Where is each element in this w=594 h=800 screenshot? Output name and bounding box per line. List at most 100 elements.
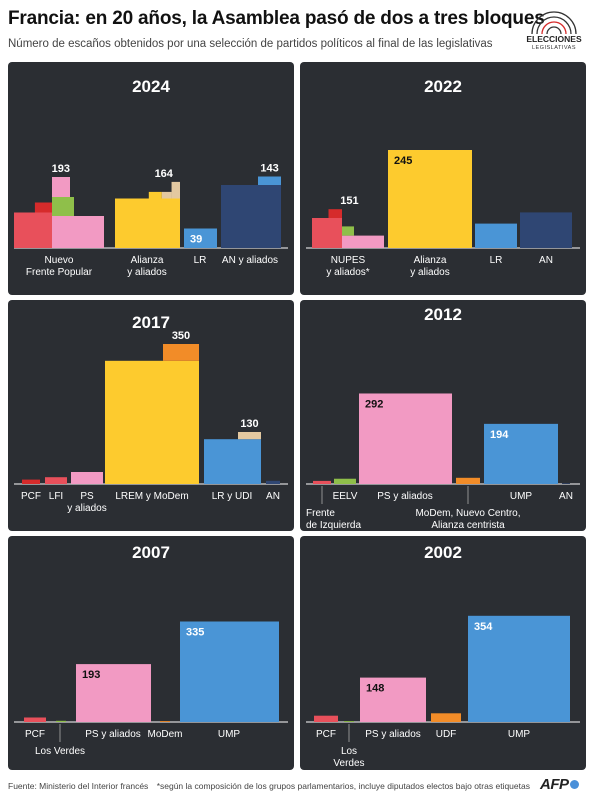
bar-segment: [161, 191, 172, 199]
bar-segment: [312, 218, 342, 248]
category-label: UMP: [508, 729, 531, 740]
category-label: PCF: [316, 729, 336, 740]
chart-title: 2012: [424, 305, 462, 324]
bar-segment: [360, 677, 426, 722]
chart-title: 2002: [424, 543, 462, 562]
bar-segment: [52, 177, 70, 197]
panel-2012: 2012 Frente de Izquierda EELV 292 PS y aliado…: [300, 300, 586, 531]
bar-segment: [314, 715, 338, 722]
category-label: y aliados: [67, 503, 106, 514]
bar-segment: [468, 615, 570, 722]
bar-value-label: 148: [366, 683, 384, 695]
bar-segment: [238, 432, 261, 440]
bar-value-label: 193: [82, 669, 100, 681]
category-label: Alianza: [414, 255, 447, 266]
bar-segment: [163, 344, 199, 361]
bar-segment: [34, 202, 52, 213]
bar-value-label: 335: [186, 627, 204, 639]
category-label: PS: [80, 491, 94, 502]
afp-dot-icon: [569, 780, 579, 789]
elecciones-logo: ELECCIONES LEGISLATIVAS: [518, 8, 590, 52]
bar-segment: [359, 393, 452, 484]
bar-value-label: 350: [172, 330, 190, 342]
category-label: Los: [341, 746, 357, 757]
page-subtitle: Número de escaños obtenidos por una sele…: [8, 38, 493, 50]
category-label: LR: [194, 255, 207, 266]
bar-value-label: 194: [490, 429, 509, 441]
bar-segment: [105, 360, 199, 484]
bar-segment: [431, 713, 461, 722]
bar-segment: [484, 423, 558, 484]
category-label: AN: [266, 491, 280, 502]
bar-segment: [204, 439, 261, 484]
bar-segment: [266, 480, 280, 484]
bar-segment: [148, 191, 162, 199]
panel-2017: 2017 PCF LFI PS y aliados 350 LREM y MoDem 130 L…: [8, 300, 294, 531]
bar-segment: [342, 226, 354, 236]
bar-segment: [344, 721, 354, 722]
bar-segment: [388, 150, 472, 248]
category-label: Alianza: [131, 255, 164, 266]
bar-segment: [334, 478, 356, 484]
category-label: Verdes: [333, 758, 364, 769]
category-label: y aliados*: [326, 267, 369, 278]
category-label: NUPES: [331, 255, 366, 266]
bar-segment: [14, 212, 52, 248]
category-label: PS y aliados: [377, 491, 433, 502]
category-label: LFI: [49, 491, 63, 502]
category-label: AN: [559, 491, 573, 502]
category-label: PS y aliados: [365, 729, 421, 740]
bar-segment: [562, 483, 570, 484]
bar-value-label: 151: [340, 195, 358, 207]
bar-value-label: 39: [190, 234, 202, 246]
category-label: Los Verdes: [35, 746, 85, 757]
category-label: AN y aliados: [222, 255, 278, 266]
category-label: y aliados: [410, 267, 449, 278]
bar-value-label: 354: [474, 621, 493, 633]
category-label: Frente Popular: [26, 267, 93, 278]
bar-value-label: 245: [394, 155, 412, 167]
bar-segment: [115, 198, 180, 248]
chart-svg: 2017 PCF LFI PSy aliados 350 LREM y MoDem 130 L…: [14, 313, 288, 514]
panel-2022: 2022 151 NUPES y aliados* 245 Alianza y aliado…: [300, 62, 586, 295]
bar-segment: [22, 479, 40, 484]
footer: Fuente: Ministerio del Interior francés …: [8, 781, 536, 791]
parliament-arc-icon: [531, 11, 577, 35]
bar-segment: [456, 477, 480, 484]
bar-segment: [180, 621, 279, 722]
bar-segment: [24, 717, 46, 722]
footer-note: *según la composición de los grupos parl…: [156, 781, 530, 791]
bar-segment: [52, 216, 104, 248]
category-label: Frente: [306, 508, 335, 519]
logo-line2: LEGISLATIVAS: [531, 45, 576, 51]
category-label: AN: [539, 255, 553, 266]
bar-segment: [160, 721, 170, 722]
bar-segment: [475, 223, 517, 248]
bar-value-label: 143: [260, 163, 278, 175]
panel-2024: 2024 193 Nuevo Frente Popular 164 Alianza y al…: [8, 62, 294, 295]
bar-segment: [45, 477, 67, 484]
bar-value-label: 193: [52, 163, 70, 175]
bar-segment: [520, 212, 572, 248]
category-label: Alianza centrista: [431, 520, 505, 531]
bar-segment: [71, 472, 103, 484]
panel-2002: 2002 PCF Los Verdes 148 PS y aliados UDF 354 UMP: [300, 536, 586, 770]
footer-source: Fuente: Ministerio del Interior francés: [8, 781, 149, 791]
category-label: PCF: [25, 729, 45, 740]
page-title: Francia: en 20 años, la Asamblea pasó de…: [8, 8, 545, 29]
category-label: LR y UDI: [212, 491, 253, 502]
chart-title: 2017: [132, 313, 170, 332]
chart-svg: 2007 PCF Los Verdes 193 PS y aliados MoDem 335…: [14, 543, 288, 757]
bar-segment: [52, 197, 74, 216]
bar-value-label: 130: [240, 418, 258, 430]
category-label: UMP: [218, 729, 241, 740]
category-label: MoDem: [147, 729, 182, 740]
category-label: UMP: [510, 491, 533, 502]
category-label: de Izquierda: [306, 520, 361, 531]
bar-segment: [184, 228, 217, 248]
category-label: y aliados: [127, 267, 166, 278]
bar-segment: [56, 720, 66, 722]
afp-logo: AFP: [540, 776, 579, 793]
